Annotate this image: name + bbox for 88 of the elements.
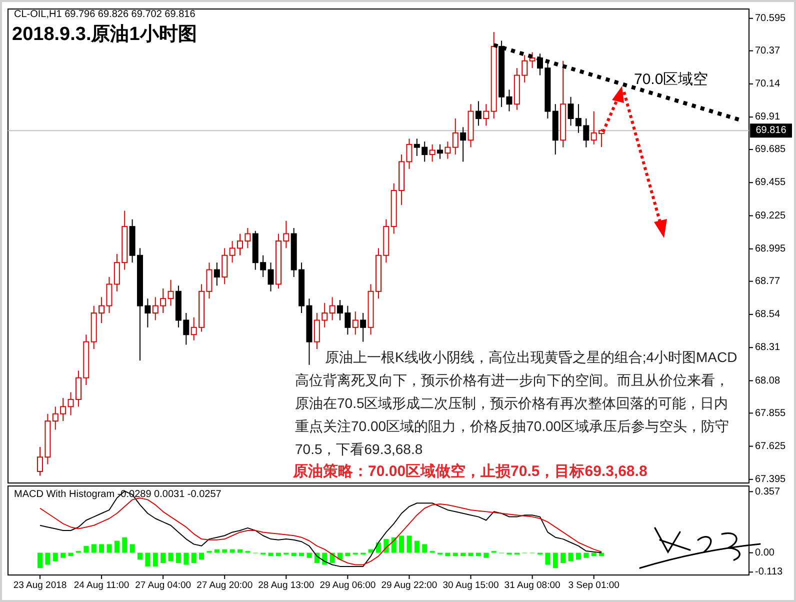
- bar: [130, 544, 135, 553]
- candlestick: [475, 100, 482, 126]
- x-tick-label: 29 Aug 22:00: [381, 580, 438, 591]
- candlestick: [268, 262, 274, 292]
- bar: [91, 544, 96, 553]
- bar: [160, 552, 166, 564]
- bar: [184, 552, 189, 565]
- y-tick-label: -0.113: [755, 566, 784, 578]
- candlestick: [429, 144, 436, 162]
- bar: [406, 536, 412, 553]
- candlestick: [222, 248, 228, 285]
- candlestick: [483, 104, 490, 126]
- bar: [99, 544, 104, 553]
- bar: [560, 552, 566, 564]
- y-tick-label: 68.08: [755, 375, 780, 386]
- bar: [422, 544, 428, 553]
- x-tick-label: 3 Sep 01:00: [568, 580, 620, 591]
- y-tick-label: 70.595: [755, 13, 786, 24]
- bar: [168, 552, 174, 562]
- annotation: 原油策略：70.00区域做空，止损70.5，目标69.3,68.8: [292, 462, 648, 480]
- bar: [545, 552, 550, 565]
- bar: [84, 546, 89, 553]
- bar: [191, 552, 196, 564]
- bar: [484, 552, 489, 558]
- bar: [414, 540, 420, 553]
- y-tick-label: 68.77: [755, 276, 780, 287]
- x-tick-label: 24 Aug 11:00: [74, 580, 130, 591]
- bar: [45, 552, 50, 565]
- bar: [38, 552, 42, 568]
- y-tick-label: 0.00: [755, 547, 775, 558]
- ref-line-label: 69.816: [756, 125, 787, 136]
- candlestick: [329, 296, 336, 321]
- y-tick-label: 69.455: [755, 177, 786, 188]
- bar: [152, 552, 158, 566]
- candlestick: [352, 311, 358, 336]
- bar: [222, 549, 228, 553]
- bar: [122, 537, 128, 553]
- y-tick-label: 0.357: [755, 486, 780, 498]
- bar: [176, 552, 181, 564]
- y-tick-label: 67.855: [755, 408, 786, 419]
- text: 2018.9.3.原油1小时图: [12, 23, 197, 45]
- bar: [145, 552, 150, 566]
- bar: [214, 549, 220, 553]
- bar: [60, 552, 66, 558]
- y-tick-label: 70.37: [755, 45, 780, 56]
- bar: [391, 537, 396, 553]
- x-tick-label: 31 Aug 08:00: [504, 580, 560, 591]
- bar: [399, 536, 404, 553]
- candlestick: [437, 144, 443, 160]
- bar: [376, 542, 381, 553]
- y-tick-label: 68.31: [755, 342, 780, 354]
- y-tick-label: 69.685: [755, 144, 786, 156]
- candlestick: [214, 262, 220, 286]
- bar: [238, 549, 242, 553]
- bar: [552, 552, 558, 568]
- bar: [138, 552, 142, 560]
- candlestick: [460, 126, 466, 162]
- bar: [199, 552, 204, 560]
- x-tick-label: 28 Aug 13:00: [258, 580, 314, 591]
- bar: [52, 552, 58, 562]
- y-tick-label: 68.995: [755, 244, 786, 255]
- annotation: 原油上一根K线收小阴线，高位出现黄昏之星的组合;4小时图MACD高位背离死叉向下，预示价格有进一步向下的空间。而且从价位来看，原油在70.5区域形成二次压制，预示价格有再次整体回落的可能，日内重点关注70.00区域的阻力，价格反抽70.00区域承压后参与空头，防守70.5，下看69.3,68.8: [295, 349, 738, 457]
- x-tick-label: 27 Aug 20:00: [196, 580, 253, 591]
- x-tick-label: 30 Aug 15:00: [442, 580, 499, 591]
- x-tick-label: 23 Aug 2018: [13, 580, 67, 591]
- bar: [106, 544, 112, 553]
- candlestick: [452, 118, 458, 156]
- candlestick: [444, 141, 451, 160]
- bar: [306, 552, 312, 558]
- bar: [584, 552, 589, 558]
- y-tick-label: 68.54: [755, 309, 780, 320]
- candlestick: [529, 52, 536, 69]
- x-tick-label: 27 Aug 04:00: [135, 580, 192, 591]
- y-tick-label: 67.625: [755, 440, 786, 452]
- y-tick-label: 69.91: [755, 112, 780, 123]
- x-tick-label: 29 Aug 06:00: [320, 580, 376, 591]
- bar: [114, 540, 120, 553]
- y-tick-label: 70.14: [755, 78, 780, 90]
- bar: [576, 552, 581, 560]
- annotation: CL-OIL,H1 69.796 69.826 69.702 69.816: [14, 9, 196, 20]
- y-tick-label: 67.395: [755, 474, 786, 486]
- bar: [230, 549, 235, 553]
- y-tick-label: 69.225: [755, 210, 786, 222]
- candlestick: [360, 312, 366, 342]
- bar: [568, 552, 574, 562]
- candlestick: [168, 279, 174, 306]
- annotation: 70.0区域空: [634, 71, 708, 88]
- bar: [384, 539, 389, 553]
